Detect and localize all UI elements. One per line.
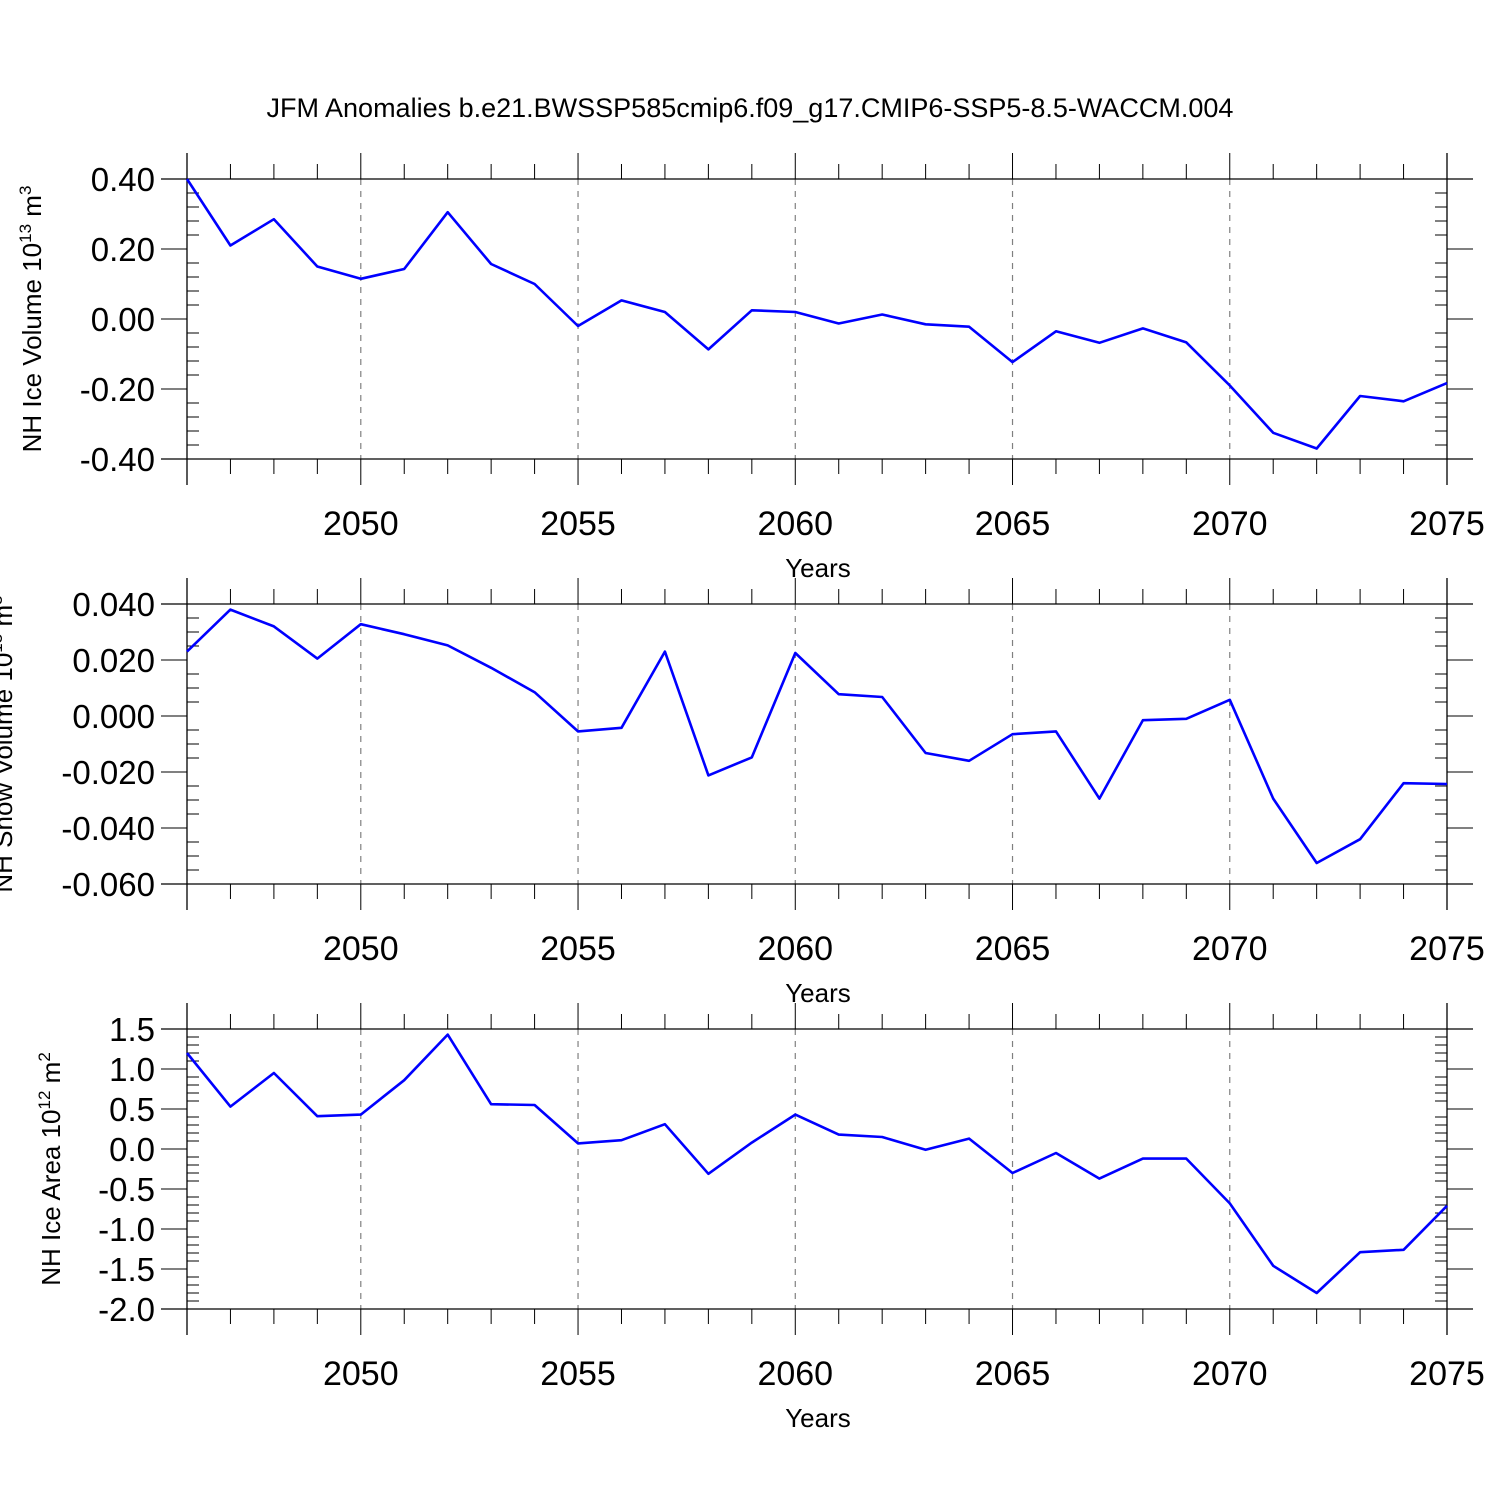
y-tick-label: 0.000: [72, 698, 155, 735]
y-axis-label-ylabel: NH Ice Volume 10: [17, 243, 47, 453]
x-axis-label: Years: [785, 978, 851, 1008]
y-tick-label: 0.20: [91, 231, 155, 268]
y-axis-label: NH Snow Volume 1013 m3: [0, 595, 18, 892]
chart-panel-3: 2050 2055 2060 2065 2070 2075 -2.0-1.5-1.0-0.5…: [35, 1003, 1485, 1433]
y-tick-label: 0.5: [109, 1091, 155, 1128]
x-tick-label: 2060: [757, 930, 833, 968]
y-tick-label: -1.0: [98, 1211, 155, 1248]
y-axis-label-ylabel-unit-exp: 2: [35, 1052, 54, 1061]
y-axis-label: NH Ice Volume 1013 m3: [16, 186, 47, 453]
y-axis-label-ylabel: NH Snow Volume 10: [0, 653, 18, 893]
x-tick-label: 2075: [1409, 930, 1485, 968]
y-axis-label-ylabel-unit: m: [17, 195, 47, 224]
y-axis-label-ylabel-unit: m: [36, 1062, 66, 1091]
chart-panel-1: 2050 2055 2060 2065 2070 2075 -0.40 -0.20 0.00 0.…: [16, 153, 1485, 583]
y-tick-label: 1.0: [109, 1051, 155, 1088]
x-axis-label: Years: [785, 1403, 851, 1433]
y-tick-label: -1.5: [98, 1251, 155, 1288]
x-tick-label: 2055: [540, 505, 616, 543]
figure-title: JFM Anomalies b.e21.BWSSP585cmip6.f09_g1…: [267, 93, 1234, 123]
x-tick-label: 2070: [1192, 505, 1268, 543]
x-tick-label: 2065: [975, 505, 1051, 543]
x-tick-label: 2070: [1192, 1355, 1268, 1393]
x-tick-label: 2075: [1409, 1355, 1485, 1393]
y-tick-label: 0.00: [91, 301, 155, 338]
y-tick-label: 0.40: [91, 161, 155, 198]
y-axis-label-ylabel-exp: 12: [35, 1091, 54, 1110]
y-axis-label-ylabel: NH Ice Area 10: [36, 1109, 66, 1285]
series-line: [186, 608, 1448, 865]
y-axis-label-ylabel-unit: m: [0, 605, 18, 634]
x-tick-label: 2050: [323, 930, 399, 968]
y-tick-label: -0.020: [61, 754, 155, 791]
y-tick-label: -0.5: [98, 1171, 155, 1208]
x-tick-label: 2065: [975, 1355, 1051, 1393]
y-axis-label: NH Ice Area 1012 m2: [35, 1052, 66, 1286]
y-tick-label: -0.040: [61, 810, 155, 847]
x-axis-label: Years: [785, 553, 851, 583]
x-tick-label: 2070: [1192, 930, 1268, 968]
x-tick-label: 2065: [975, 930, 1051, 968]
y-tick-label: 0.0: [109, 1131, 155, 1168]
series-line: [185, 1033, 1448, 1295]
y-axis-label-ylabel-exp: 13: [0, 634, 6, 653]
x-tick-label: 2055: [540, 930, 616, 968]
y-tick-label: 1.5: [109, 1011, 155, 1048]
y-tick-label: -0.40: [80, 441, 155, 478]
chart-panels: 2050 2055 2060 2065 2070 2075 -0.40 -0.20 0.00 0.…: [0, 153, 1485, 1433]
y-axis-label-ylabel-exp: 13: [16, 224, 35, 243]
series-line: [185, 178, 1448, 450]
y-tick-label: -0.20: [80, 371, 155, 408]
x-tick-label: 2050: [323, 1355, 399, 1393]
chart-panel-2: 2050 2055 2060 2065 2070 2075 -0.060 -0.040 -0.0…: [0, 578, 1485, 1008]
y-tick-label: 0.040: [72, 586, 155, 623]
x-tick-label: 2055: [540, 1355, 616, 1393]
y-tick-label: -0.060: [61, 866, 155, 903]
x-tick-label: 2060: [757, 505, 833, 543]
y-axis-label-ylabel-unit-exp: 3: [0, 595, 6, 604]
y-tick-label: -2.0: [98, 1291, 155, 1328]
y-axis-label-ylabel-unit-exp: 3: [16, 186, 35, 195]
x-tick-label: 2050: [323, 505, 399, 543]
x-tick-label: 2060: [757, 1355, 833, 1393]
x-tick-label: 2075: [1409, 505, 1485, 543]
y-tick-label: 0.020: [72, 642, 155, 679]
